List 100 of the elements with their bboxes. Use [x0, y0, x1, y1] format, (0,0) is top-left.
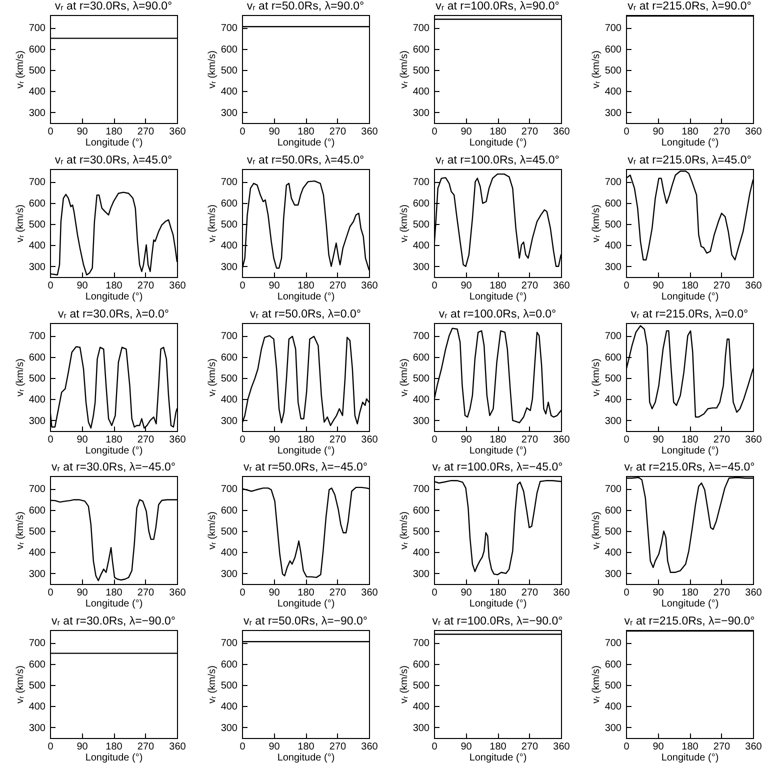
x-tick-label: 0 — [432, 126, 438, 138]
y-tick-label: 500 — [604, 219, 622, 230]
x-tick-label: 360 — [553, 280, 570, 292]
x-tick-label: 180 — [682, 126, 699, 138]
x-axis-title: Longitude (°) — [469, 598, 527, 610]
y-axis-title: vᵣ (km/s) — [206, 358, 218, 396]
y-tick-label: 500 — [412, 680, 430, 692]
y-tick-label: 600 — [604, 198, 622, 210]
x-tick-label: 0 — [624, 280, 630, 292]
y-axis-title: vᵣ (km/s) — [590, 204, 602, 242]
y-tick-label: 700 — [220, 176, 238, 188]
y-axis-title: vᵣ (km/s) — [14, 358, 26, 396]
x-tick-label: 270 — [329, 434, 347, 445]
x-tick-label: 180 — [298, 742, 315, 752]
x-axis-title: Longitude (°) — [85, 445, 143, 456]
x-tick-label: 270 — [521, 434, 539, 445]
y-tick-label: 700 — [604, 638, 622, 650]
y-tick-label: 500 — [412, 526, 430, 538]
y-tick-label: 300 — [412, 415, 430, 426]
x-tick-label: 0 — [432, 280, 438, 292]
chart-title: vᵣ at r=50.0Rs, λ=−45.0° — [243, 462, 368, 474]
y-tick-label: 500 — [28, 680, 46, 692]
x-tick-label: 180 — [490, 434, 507, 445]
y-tick-label: 300 — [28, 722, 46, 734]
x-tick-label: 90 — [268, 742, 280, 752]
y-axis-title: vᵣ (km/s) — [398, 512, 410, 550]
x-tick-label: 270 — [713, 434, 731, 445]
y-tick-label: 300 — [220, 108, 238, 119]
y-axis-title: vᵣ (km/s) — [590, 512, 602, 550]
chart-title: vᵣ at r=100.0Rs, λ=45.0° — [436, 154, 560, 166]
y-tick-label: 600 — [412, 352, 430, 363]
x-tick-label: 180 — [490, 742, 507, 752]
y-tick-label: 600 — [28, 352, 46, 363]
chart-title: vᵣ at r=100.0Rs, λ=−45.0° — [432, 462, 563, 474]
y-tick-label: 400 — [604, 548, 622, 559]
x-axis-title: Longitude (°) — [661, 752, 719, 764]
y-tick-label: 400 — [220, 702, 238, 713]
x-tick-label: 180 — [106, 742, 123, 752]
x-tick-label: 90 — [268, 434, 280, 445]
x-axis-title: Longitude (°) — [277, 445, 335, 456]
y-axis-title: vᵣ (km/s) — [398, 666, 410, 704]
x-tick-label: 360 — [361, 434, 378, 445]
x-tick-label: 90 — [76, 126, 88, 138]
x-tick-label: 90 — [76, 280, 88, 292]
y-tick-label: 300 — [412, 722, 430, 734]
x-tick-label: 180 — [682, 434, 699, 445]
y-tick-label: 700 — [604, 484, 622, 496]
y-tick-label: 500 — [412, 66, 430, 77]
x-axis-title: Longitude (°) — [469, 445, 527, 456]
x-axis-title: Longitude (°) — [469, 138, 527, 148]
chart-title: vᵣ at r=50.0Rs, λ=90.0° — [246, 0, 364, 12]
y-tick-label: 700 — [412, 330, 430, 342]
y-tick-label: 300 — [604, 722, 622, 734]
y-axis-title: vᵣ (km/s) — [206, 204, 218, 242]
y-tick-label: 400 — [604, 702, 622, 713]
y-tick-label: 400 — [220, 86, 238, 98]
y-tick-label: 500 — [28, 219, 46, 230]
x-tick-label: 360 — [745, 280, 762, 292]
y-tick-label: 400 — [412, 86, 430, 98]
x-tick-label: 360 — [745, 126, 762, 138]
x-tick-label: 0 — [240, 126, 246, 138]
chart-title: vᵣ at r=100.0Rs, λ=−90.0° — [432, 616, 563, 628]
y-tick-label: 600 — [220, 198, 238, 210]
x-tick-label: 90 — [268, 280, 280, 292]
x-tick-label: 180 — [682, 742, 699, 752]
x-tick-label: 0 — [624, 434, 630, 445]
x-tick-label: 90 — [460, 434, 472, 445]
x-tick-label: 360 — [169, 434, 186, 445]
y-tick-label: 500 — [220, 526, 238, 538]
x-axis-title: Longitude (°) — [277, 752, 335, 764]
y-tick-label: 700 — [412, 176, 430, 188]
y-tick-label: 400 — [412, 702, 430, 713]
chart-title: vᵣ at r=30.0Rs, λ=45.0° — [54, 154, 172, 166]
y-tick-label: 400 — [220, 240, 238, 252]
x-tick-label: 180 — [490, 280, 507, 292]
x-tick-label: 180 — [682, 280, 699, 292]
x-tick-label: 90 — [460, 588, 472, 599]
x-tick-label: 90 — [652, 742, 664, 752]
x-tick-label: 180 — [298, 588, 315, 599]
x-tick-label: 0 — [48, 126, 54, 138]
y-tick-label: 500 — [412, 373, 430, 384]
x-tick-label: 180 — [298, 434, 315, 445]
x-tick-label: 270 — [329, 742, 347, 752]
x-tick-label: 360 — [361, 742, 378, 752]
y-tick-label: 300 — [604, 262, 622, 273]
x-tick-label: 360 — [361, 588, 378, 599]
y-tick-label: 300 — [604, 108, 622, 119]
x-tick-label: 360 — [745, 434, 762, 445]
y-tick-label: 700 — [28, 484, 46, 496]
y-tick-label: 600 — [220, 44, 238, 56]
x-axis-title: Longitude (°) — [277, 138, 335, 148]
y-tick-label: 300 — [604, 415, 622, 426]
y-tick-label: 500 — [220, 680, 238, 692]
y-tick-label: 600 — [604, 352, 622, 363]
y-axis-title: vᵣ (km/s) — [398, 50, 410, 88]
x-tick-label: 270 — [137, 126, 155, 138]
x-tick-label: 0 — [624, 588, 630, 599]
y-tick-label: 700 — [604, 176, 622, 188]
y-axis-title: vᵣ (km/s) — [590, 666, 602, 704]
y-tick-label: 400 — [412, 240, 430, 252]
